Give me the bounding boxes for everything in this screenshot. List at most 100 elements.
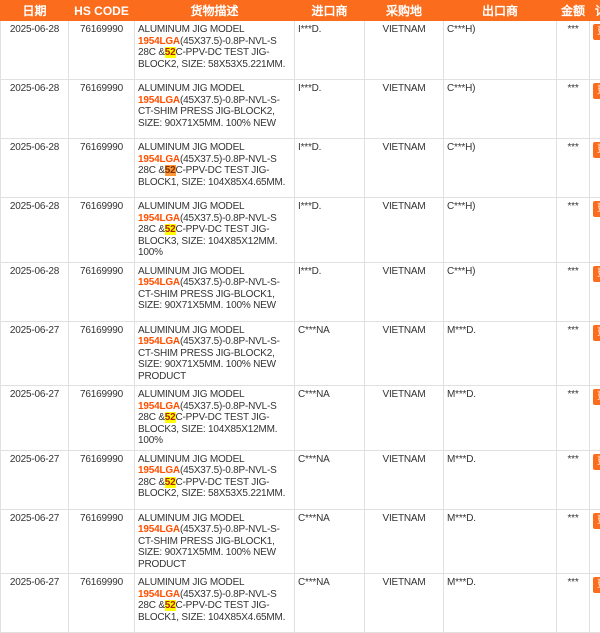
amount-text: *** [567, 454, 578, 465]
amount-text: *** [567, 513, 578, 524]
date-text: 2025-06-27 [10, 577, 59, 588]
detail-cell: 更多 [590, 139, 600, 198]
hs-code-cell: 76169990 [69, 262, 135, 321]
exporter-text: M***D. [447, 454, 476, 465]
table-row: 2025-06-28 76169990 ALUMINUM JIG MODEL 1… [1, 139, 600, 198]
amount-cell: *** [557, 509, 590, 574]
description-text-pre: ALUMINUM JIG MODEL [138, 142, 244, 153]
exporter-text: M***D. [447, 389, 476, 400]
exporter-cell: M***D. [444, 574, 557, 633]
hs-code-cell: 76169990 [69, 574, 135, 633]
more-button[interactable]: 更多 [593, 266, 600, 282]
table-body: 2025-06-28 76169990 ALUMINUM JIG MODEL 1… [1, 21, 600, 633]
search-highlight: 52 [165, 47, 176, 58]
exporter-cell: M***D. [444, 321, 557, 386]
description-text-pre: ALUMINUM JIG MODEL [138, 513, 244, 524]
amount-text: *** [567, 325, 578, 336]
date-cell: 2025-06-28 [1, 262, 69, 321]
importer-cell: I***D. [295, 21, 365, 80]
hs-code-text: 76169990 [80, 142, 123, 153]
amount-cell: *** [557, 139, 590, 198]
model-number: 1954LGA [138, 36, 180, 47]
hs-code-cell: 76169990 [69, 509, 135, 574]
description-cell: ALUMINUM JIG MODEL 1954LGA(45X37.5)-0.8P… [135, 509, 295, 574]
importer-text: C***NA [298, 454, 330, 465]
amount-cell: *** [557, 574, 590, 633]
amount-cell: *** [557, 198, 590, 263]
description-text-pre: ALUMINUM JIG MODEL [138, 454, 244, 465]
detail-cell: 更多 [590, 509, 600, 574]
hs-code-text: 76169990 [80, 83, 123, 94]
amount-text: *** [567, 24, 578, 35]
date-cell: 2025-06-27 [1, 574, 69, 633]
hs-code-cell: 76169990 [69, 450, 135, 509]
hs-code-cell: 76169990 [69, 21, 135, 80]
search-highlight: 52 [165, 412, 176, 423]
exporter-text: M***D. [447, 577, 476, 588]
more-button[interactable]: 更多 [593, 513, 600, 529]
date-text: 2025-06-28 [10, 24, 59, 35]
more-button[interactable]: 更多 [593, 577, 600, 593]
origin-cell: VIETNAM [365, 450, 444, 509]
description-cell: ALUMINUM JIG MODEL 1954LGA(45X37.5)-0.8P… [135, 198, 295, 263]
hs-code-text: 76169990 [80, 513, 123, 524]
more-button[interactable]: 更多 [593, 325, 600, 341]
model-number: 1954LGA [138, 277, 180, 288]
hs-code-text: 76169990 [80, 266, 123, 277]
origin-text: VIETNAM [382, 513, 425, 524]
hs-code-text: 76169990 [80, 577, 123, 588]
origin-cell: VIETNAM [365, 80, 444, 139]
more-button[interactable]: 更多 [593, 142, 600, 158]
date-text: 2025-06-27 [10, 513, 59, 524]
more-button[interactable]: 更多 [593, 83, 600, 99]
model-number: 1954LGA [138, 154, 180, 165]
exporter-cell: C***H) [444, 80, 557, 139]
more-button[interactable]: 更多 [593, 389, 600, 405]
origin-cell: VIETNAM [365, 139, 444, 198]
description-text-pre: ALUMINUM JIG MODEL [138, 325, 244, 336]
detail-cell: 更多 [590, 262, 600, 321]
date-text: 2025-06-28 [10, 142, 59, 153]
importer-cell: I***D. [295, 198, 365, 263]
date-cell: 2025-06-28 [1, 198, 69, 263]
description-cell: ALUMINUM JIG MODEL 1954LGA(45X37.5)-0.8P… [135, 262, 295, 321]
amount-text: *** [567, 201, 578, 212]
model-number: 1954LGA [138, 95, 180, 106]
amount-cell: *** [557, 321, 590, 386]
exporter-text: C***H) [447, 24, 475, 35]
date-text: 2025-06-27 [10, 325, 59, 336]
origin-text: VIETNAM [382, 201, 425, 212]
more-button[interactable]: 更多 [593, 201, 600, 217]
origin-text: VIETNAM [382, 24, 425, 35]
date-cell: 2025-06-28 [1, 21, 69, 80]
table-header-row: 日期 HS CODE 货物描述 进口商 采购地 出口商 金额 详细 [1, 1, 600, 21]
date-text: 2025-06-28 [10, 201, 59, 212]
hs-code-cell: 76169990 [69, 386, 135, 451]
origin-text: VIETNAM [382, 266, 425, 277]
origin-cell: VIETNAM [365, 386, 444, 451]
column-header: 金额 [557, 1, 590, 21]
importer-text: I***D. [298, 83, 321, 94]
date-cell: 2025-06-27 [1, 450, 69, 509]
importer-text: I***D. [298, 142, 321, 153]
hs-code-cell: 76169990 [69, 198, 135, 263]
origin-text: VIETNAM [382, 577, 425, 588]
more-button[interactable]: 更多 [593, 454, 600, 470]
description-cell: ALUMINUM JIG MODEL 1954LGA(45X37.5)-0.8P… [135, 450, 295, 509]
description-text-pre: ALUMINUM JIG MODEL [138, 201, 244, 212]
hs-code-cell: 76169990 [69, 139, 135, 198]
origin-cell: VIETNAM [365, 21, 444, 80]
column-header: 货物描述 [135, 1, 295, 21]
importer-cell: C***NA [295, 450, 365, 509]
importer-text: I***D. [298, 201, 321, 212]
amount-cell: *** [557, 21, 590, 80]
model-number: 1954LGA [138, 401, 180, 412]
exporter-text: C***H) [447, 83, 475, 94]
description-cell: ALUMINUM JIG MODEL 1954LGA(45X37.5)-0.8P… [135, 80, 295, 139]
origin-cell: VIETNAM [365, 198, 444, 263]
detail-cell: 更多 [590, 21, 600, 80]
column-header: 采购地 [365, 1, 444, 21]
more-button[interactable]: 更多 [593, 24, 600, 40]
date-text: 2025-06-27 [10, 389, 59, 400]
amount-text: *** [567, 142, 578, 153]
